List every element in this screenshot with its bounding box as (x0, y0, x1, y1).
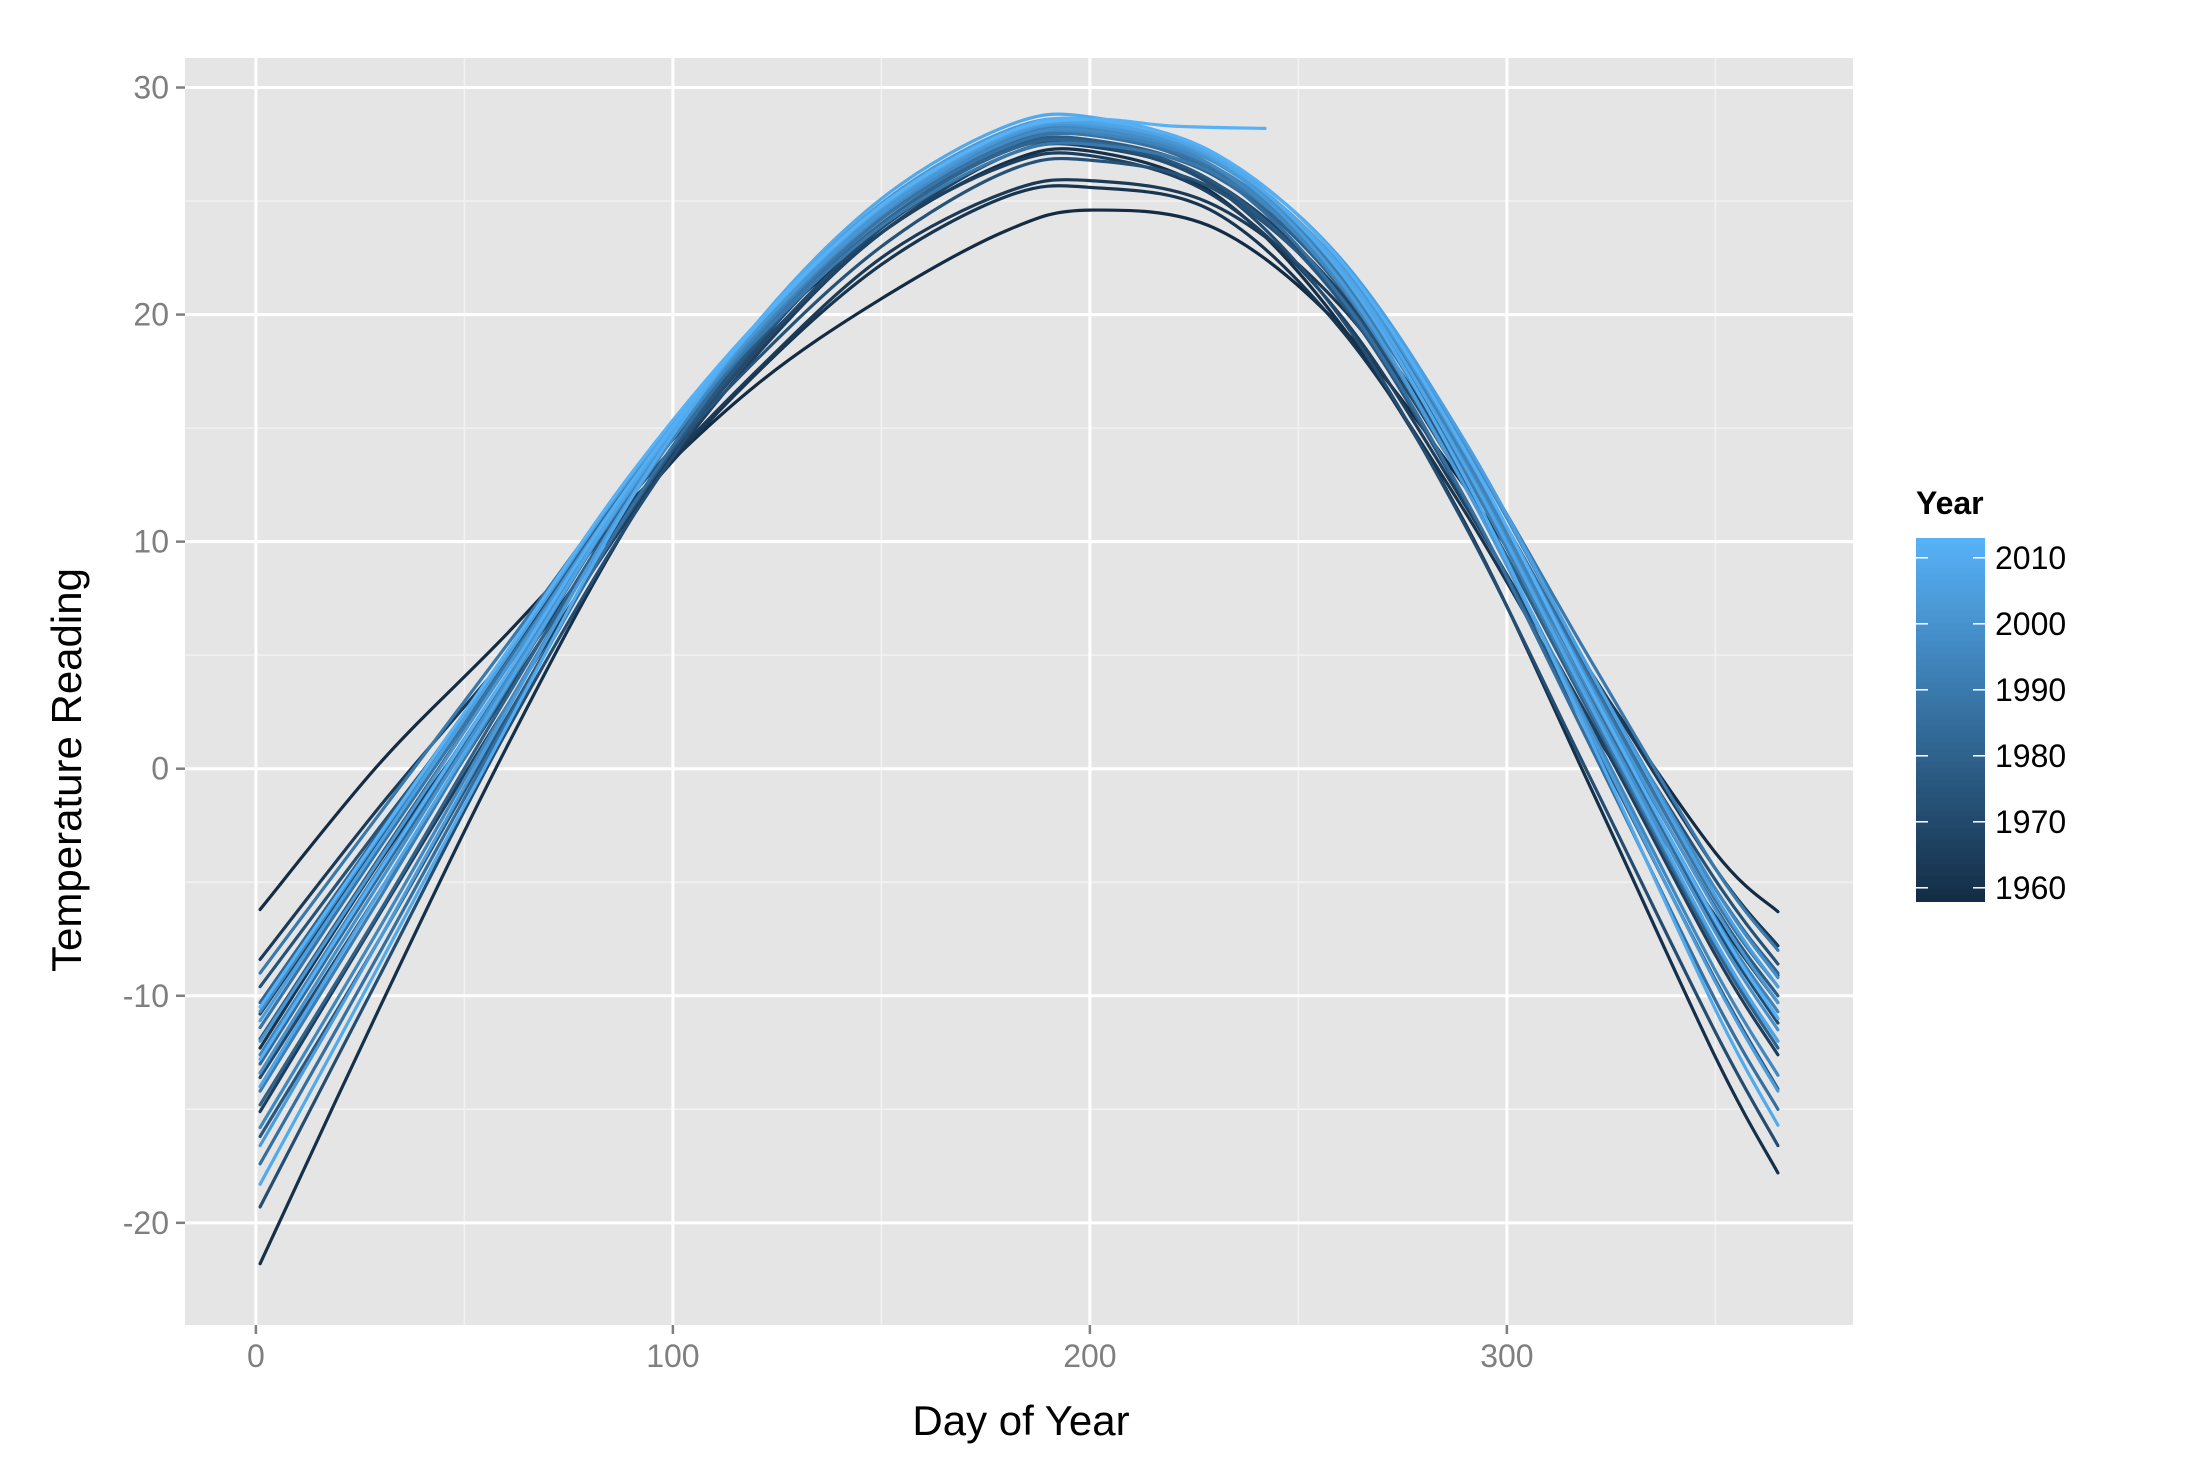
legend-label-1960: 1960 (1995, 870, 2066, 906)
x-tick-label: 300 (1480, 1338, 1533, 1374)
colorbar-segment (1916, 628, 1985, 636)
y-tick-label: 10 (133, 524, 169, 560)
series-line-1990 (258, 141, 1780, 975)
colorbar-segment (1916, 671, 1985, 679)
colorbar-segment (1916, 616, 1985, 624)
colorbar-segment (1916, 586, 1985, 594)
legend-colorbar (1916, 538, 1985, 902)
colorbar-segment (1916, 652, 1985, 660)
colorbar-segment (1916, 550, 1985, 558)
legend-label-1990: 1990 (1995, 672, 2066, 708)
colorbar-segment (1916, 562, 1985, 570)
series-line-2010 (258, 112, 1780, 1186)
colorbar-segment (1916, 725, 1985, 733)
colorbar-segment (1916, 574, 1985, 582)
y-tick-label: -10 (123, 978, 169, 1014)
series-line-1960 (258, 147, 1780, 1266)
legend-labels: 1960 1970 1980 1990 2000 2010 (1995, 540, 2066, 906)
colorbar-segment (1916, 659, 1985, 667)
x-tick-label: 0 (247, 1338, 265, 1374)
y-axis-title: Temperature Reading (43, 568, 90, 972)
legend-label-1980: 1980 (1995, 738, 2066, 774)
colorbar-segment (1916, 622, 1985, 630)
colorbar-segment (1916, 767, 1985, 775)
y-tick-label: 20 (133, 297, 169, 333)
colorbar-segment (1916, 677, 1985, 685)
series-line-2002 (258, 122, 1780, 1043)
colorbar-segment (1916, 822, 1985, 830)
colorbar-segment (1916, 810, 1985, 818)
colorbar-segment (1916, 780, 1985, 788)
colorbar-segment (1916, 834, 1985, 842)
series-line-2013 (258, 117, 1267, 1009)
legend-label-2000: 2000 (1995, 606, 2066, 642)
colorbar-segment (1916, 604, 1985, 612)
colorbar-segment (1916, 568, 1985, 576)
colorbar-segment (1916, 840, 1985, 848)
series-line-1988 (258, 131, 1780, 1030)
legend-label-2010: 2010 (1995, 540, 2066, 576)
colorbar-segment (1916, 882, 1985, 890)
y-tick-label: -20 (123, 1205, 169, 1241)
colorbar-segment (1916, 846, 1985, 854)
colorbar-segment (1916, 556, 1985, 564)
legend: Year 1960 1970 1980 1990 2000 2010 (1916, 485, 2066, 906)
axes-layer: 0 100 200 300 -20 -10 0 10 20 30 (123, 70, 1534, 1374)
colorbar-segment (1916, 876, 1985, 884)
colorbar-segment (1916, 646, 1985, 654)
colorbar-segment (1916, 695, 1985, 703)
colorbar-segment (1916, 761, 1985, 769)
colorbar-segment (1916, 707, 1985, 715)
colorbar-segment (1916, 749, 1985, 757)
colorbar-segment (1916, 538, 1985, 546)
y-tick-label: 30 (133, 70, 169, 106)
colorbar-segment (1916, 816, 1985, 824)
colorbar-segment (1916, 640, 1985, 648)
x-tick-label: 100 (646, 1338, 699, 1374)
colorbar-segment (1916, 580, 1985, 588)
colorbar-segment (1916, 598, 1985, 606)
x-axis-title: Day of Year (912, 1397, 1129, 1444)
x-tick-label: 200 (1063, 1338, 1116, 1374)
colorbar-segment (1916, 888, 1985, 896)
colorbar-segment (1916, 852, 1985, 860)
colorbar-segment (1916, 798, 1985, 806)
legend-label-1970: 1970 (1995, 804, 2066, 840)
colorbar-segment (1916, 864, 1985, 872)
colorbar-segment (1916, 828, 1985, 836)
colorbar-segment (1916, 665, 1985, 673)
colorbar-segment (1916, 870, 1985, 878)
colorbar-segment (1916, 713, 1985, 721)
colorbar-segment (1916, 592, 1985, 600)
legend-title: Year (1916, 485, 1984, 521)
colorbar-segment (1916, 737, 1985, 745)
y-tick-label: 0 (151, 751, 169, 787)
colorbar-segment (1916, 701, 1985, 709)
colorbar-segment (1916, 689, 1985, 697)
colorbar-segment (1916, 894, 1985, 902)
colorbar-segment (1916, 858, 1985, 866)
colorbar-segment (1916, 683, 1985, 691)
colorbar-segment (1916, 610, 1985, 618)
colorbar-segment (1916, 804, 1985, 812)
colorbar-segment (1916, 743, 1985, 751)
series-layer (258, 112, 1780, 1266)
colorbar-segment (1916, 634, 1985, 642)
series-line-2006 (258, 120, 1780, 1023)
colorbar-segment (1916, 786, 1985, 794)
colorbar-segment (1916, 719, 1985, 727)
colorbar-segment (1916, 773, 1985, 781)
colorbar-segment (1916, 544, 1985, 552)
colorbar-segment (1916, 792, 1985, 800)
colorbar-segment (1916, 755, 1985, 763)
colorbar-segment (1916, 731, 1985, 739)
